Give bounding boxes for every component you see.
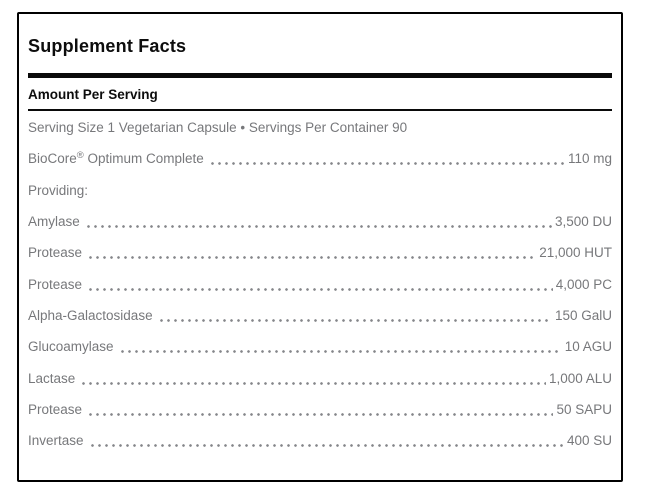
dot-leader xyxy=(155,307,552,323)
ingredient-name: Glucoamylase xyxy=(28,339,114,355)
dot-leader xyxy=(86,433,564,449)
dot-leader xyxy=(85,245,537,261)
serving-info-text: Serving Size 1 Vegetarian Capsule • Serv… xyxy=(28,120,408,136)
dot-leader xyxy=(85,401,554,417)
ingredient-row: Lactase 1,000 ALU xyxy=(28,362,612,393)
ingredient-name: Protease xyxy=(28,245,83,261)
ingredient-value: 1,000 ALU xyxy=(548,370,612,386)
ingredient-value: 3,500 DU xyxy=(554,214,612,230)
serving-info-row: Serving Size 1 Vegetarian Capsule • Serv… xyxy=(28,112,612,143)
dot-leader xyxy=(206,151,565,167)
ingredient-row: Invertase 400 SU xyxy=(28,425,612,456)
dot-leader xyxy=(78,370,546,386)
ingredient-row: Protease 4,000 PC xyxy=(28,268,612,299)
ingredient-value: 4,000 PC xyxy=(555,276,612,292)
ingredient-row: BioCore® Optimum Complete 110 mg xyxy=(28,143,612,174)
ingredient-value: 110 mg xyxy=(567,151,612,167)
providing-label-row: Providing: xyxy=(28,175,612,206)
dot-leader xyxy=(85,276,553,292)
ingredient-name: Lactase xyxy=(28,370,76,386)
ingredient-name: Amylase xyxy=(28,214,80,230)
ingredient-name: BioCore® Optimum Complete xyxy=(28,150,204,167)
thin-divider xyxy=(28,109,612,111)
ingredient-value: 21,000 HUT xyxy=(539,245,612,261)
ingredient-value: 50 SAPU xyxy=(556,401,612,417)
providing-label: Providing: xyxy=(28,182,89,198)
ingredient-row: Glucoamylase 10 AGU xyxy=(28,331,612,362)
ingredient-list: Serving Size 1 Vegetarian Capsule • Serv… xyxy=(28,112,612,456)
dot-leader xyxy=(82,214,552,230)
ingredient-value: 400 SU xyxy=(566,433,612,449)
ingredient-row: Alpha-Galactosidase 150 GalU xyxy=(28,300,612,331)
panel-title: Supplement Facts xyxy=(28,36,187,56)
dot-leader xyxy=(116,339,562,355)
thick-divider xyxy=(28,73,612,78)
ingredient-row: Protease 50 SAPU xyxy=(28,394,612,425)
registered-trademark-symbol: ® xyxy=(76,150,84,162)
supplement-facts-panel: Supplement Facts Amount Per Serving Serv… xyxy=(17,12,623,482)
ingredient-name: Invertase xyxy=(28,433,84,449)
ingredient-row: Amylase 3,500 DU xyxy=(28,206,612,237)
ingredient-row: Protease 21,000 HUT xyxy=(28,237,612,268)
ingredient-name: Protease xyxy=(28,276,83,292)
ingredient-value: 10 AGU xyxy=(564,339,612,355)
ingredient-name: Protease xyxy=(28,401,83,417)
ingredient-value: 150 GalU xyxy=(554,307,612,323)
amount-per-serving-header: Amount Per Serving xyxy=(28,87,158,102)
ingredient-name: Alpha-Galactosidase xyxy=(28,307,153,323)
